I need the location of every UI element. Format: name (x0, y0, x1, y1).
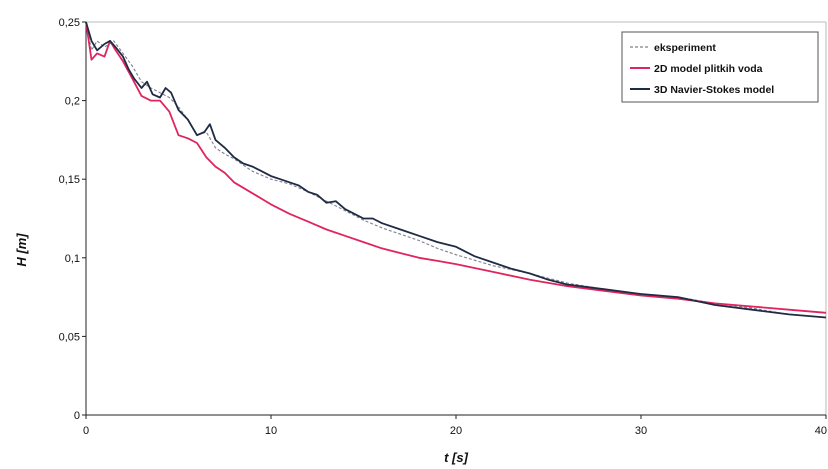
y-axis-title: H [m] (14, 233, 29, 267)
y-tick-label: 0 (74, 410, 80, 422)
y-tick-label: 0,1 (65, 253, 80, 265)
y-tick-label: 0,05 (59, 331, 80, 343)
y-tick-label: 0,2 (65, 96, 80, 108)
x-tick-label: 10 (265, 425, 277, 437)
legend: eksperiment 2D model plitkih voda 3D Nav… (621, 31, 819, 103)
legend-label-eksperiment: eksperiment (654, 42, 716, 54)
x-tick-label: 30 (635, 425, 647, 437)
legend-label-2d-model: 2D model plitkih voda (654, 63, 763, 75)
x-tick-label: 20 (450, 425, 462, 437)
series-line-3d-model (85, 21, 827, 319)
series-line-2d-model (85, 21, 827, 314)
legend-box (621, 31, 819, 103)
y-tick-label: 0,15 (59, 174, 80, 186)
x-tick-label: 40 (815, 425, 827, 437)
legend-label-3d-model: 3D Navier-Stokes model (654, 84, 774, 96)
y-axis-ticks: 0 0,05 0,1 0,15 0,2 0,25 (59, 17, 86, 422)
series-layer (85, 21, 827, 319)
y-tick-label: 0,25 (59, 17, 80, 29)
x-axis-ticks: 0 10 20 30 40 (83, 415, 827, 437)
x-axis-title: t [s] (444, 450, 469, 465)
x-tick-label: 0 (83, 425, 89, 437)
series-line-eksperiment (85, 21, 827, 319)
